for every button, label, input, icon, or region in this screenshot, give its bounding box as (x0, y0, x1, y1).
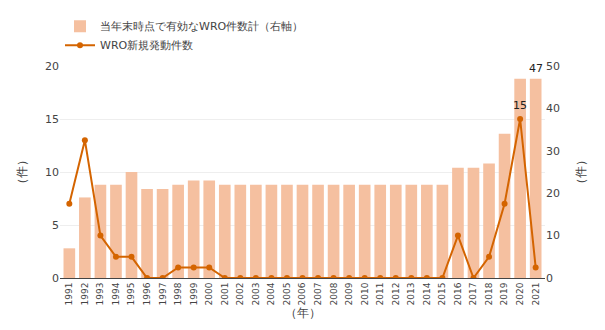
svg-text:1993: 1993 (95, 283, 105, 306)
svg-text:2021: 2021 (531, 283, 541, 306)
svg-text:1996: 1996 (142, 282, 152, 305)
svg-text:47: 47 (529, 62, 543, 75)
svg-text:2000: 2000 (204, 282, 214, 305)
svg-text:5: 5 (52, 219, 59, 232)
svg-text:20: 20 (45, 60, 59, 73)
svg-text:10: 10 (546, 229, 560, 242)
svg-text:2020: 2020 (515, 282, 525, 305)
svg-text:10: 10 (45, 166, 59, 179)
svg-text:50: 50 (546, 60, 560, 73)
svg-text:当年末時点で有効なWRO件数計（右軸）: 当年末時点で有効なWRO件数計（右軸） (100, 20, 303, 33)
svg-text:2006: 2006 (297, 282, 307, 305)
svg-text:1997: 1997 (158, 283, 168, 306)
svg-text:2002: 2002 (235, 283, 245, 306)
svg-text:15: 15 (45, 113, 59, 126)
svg-text:30: 30 (546, 145, 560, 158)
svg-text:（年）: （年） (285, 306, 321, 320)
svg-text:15: 15 (513, 99, 527, 112)
svg-text:2012: 2012 (391, 283, 401, 306)
svg-text:1991: 1991 (64, 283, 74, 306)
svg-text:2013: 2013 (406, 283, 416, 306)
svg-text:2009: 2009 (344, 282, 354, 305)
svg-text:1995: 1995 (126, 283, 136, 306)
svg-text:2019: 2019 (500, 282, 510, 305)
svg-text:2008: 2008 (329, 282, 339, 305)
svg-text:2001: 2001 (220, 283, 230, 306)
svg-text:1998: 1998 (173, 282, 183, 305)
svg-text:2015: 2015 (437, 283, 447, 306)
svg-text:（件）: （件） (574, 154, 588, 190)
svg-text:2004: 2004 (266, 282, 276, 305)
svg-text:40: 40 (546, 102, 560, 115)
svg-text:1992: 1992 (80, 283, 90, 306)
svg-text:2007: 2007 (313, 283, 323, 306)
svg-text:2017: 2017 (468, 283, 478, 306)
svg-text:1999: 1999 (189, 282, 199, 305)
svg-text:2005: 2005 (282, 283, 292, 306)
svg-text:2010: 2010 (360, 282, 370, 305)
svg-text:2003: 2003 (251, 283, 261, 306)
svg-text:1994: 1994 (111, 282, 121, 305)
svg-text:（件）: （件） (15, 154, 29, 190)
svg-text:2018: 2018 (484, 282, 494, 305)
svg-text:WRO新規発動件数: WRO新規発動件数 (100, 39, 193, 52)
svg-text:2014: 2014 (422, 282, 432, 305)
svg-text:0: 0 (52, 272, 59, 285)
svg-text:2011: 2011 (375, 283, 385, 306)
svg-text:2016: 2016 (453, 282, 463, 305)
svg-text:0: 0 (546, 272, 553, 285)
svg-text:20: 20 (546, 187, 560, 200)
